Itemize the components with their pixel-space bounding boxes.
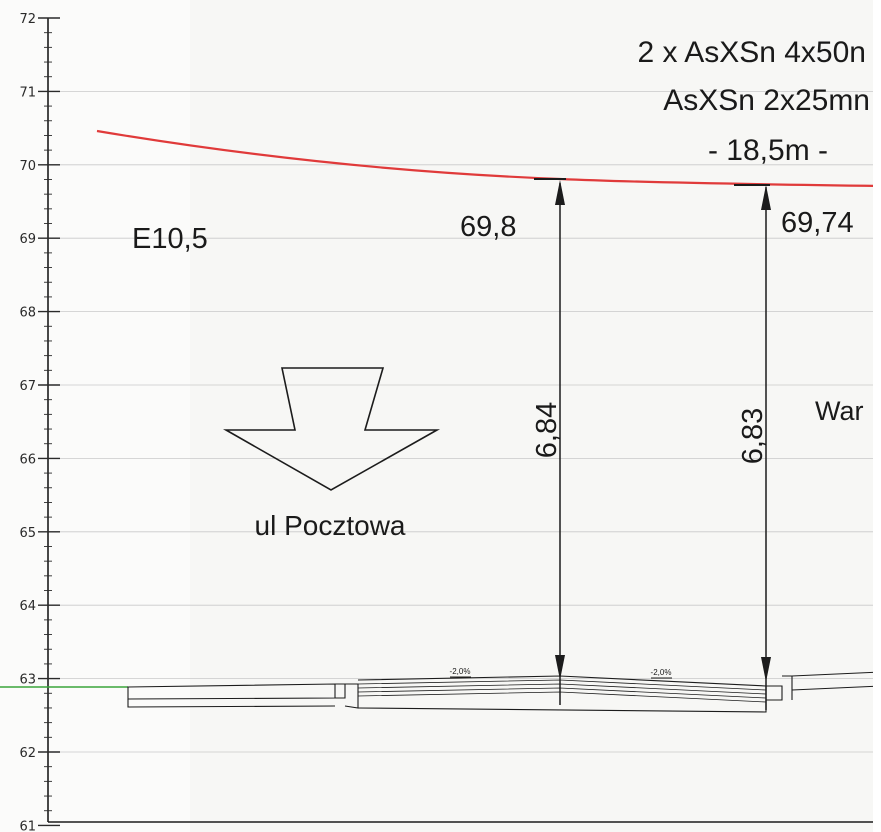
elevation-right-label: 69,74 bbox=[781, 207, 854, 239]
arrow-down-icon bbox=[555, 655, 565, 680]
clearance-right-label: 6,83 bbox=[737, 408, 769, 464]
road-surface bbox=[357, 675, 767, 687]
y-axis-ticks: 72 71 70 69 68 67 66 65 64 63 62 61 bbox=[19, 12, 60, 832]
y-tick-label: 64 bbox=[19, 599, 36, 614]
right-shoulder-top bbox=[791, 671, 881, 677]
y-tick-label: 70 bbox=[19, 159, 36, 174]
y-tick-label: 68 bbox=[19, 306, 36, 321]
street-label: ul Pocztowa bbox=[255, 510, 406, 541]
arrow-up-icon bbox=[761, 185, 771, 210]
road-layer-3 bbox=[357, 687, 767, 699]
pole-label: E10,5 bbox=[132, 223, 208, 255]
slope-right-label: -2,0% bbox=[651, 668, 672, 677]
clearance-dimension-left bbox=[555, 180, 565, 705]
y-tick-label: 71 bbox=[19, 85, 36, 100]
elevation-left-label: 69,8 bbox=[460, 211, 516, 243]
right-shoulder-bottom bbox=[791, 685, 881, 691]
cable-spec-line-2: AsXSn 2x25mn bbox=[663, 84, 870, 117]
right-curb bbox=[766, 685, 783, 701]
y-tick-label: 62 bbox=[19, 746, 36, 761]
road-layer-2 bbox=[357, 683, 767, 695]
page-edge bbox=[873, 0, 881, 832]
road-base bbox=[357, 686, 767, 713]
slope-left-label: -2,0% bbox=[450, 667, 471, 676]
cable-spec-line-1: 2 x AsXSn 4x50n bbox=[638, 36, 867, 69]
y-tick-label: 61 bbox=[19, 819, 36, 832]
y-tick-label: 63 bbox=[19, 673, 36, 688]
clearance-left-label: 6,84 bbox=[531, 402, 563, 458]
span-length-label: - 18,5m - bbox=[708, 134, 828, 167]
grid-lines bbox=[48, 91, 881, 753]
road-cross-section bbox=[0, 671, 881, 713]
y-tick-label: 69 bbox=[19, 232, 36, 247]
road-layer-4 bbox=[357, 691, 767, 703]
arrow-down-icon bbox=[761, 657, 771, 682]
clearance-dimension-right bbox=[761, 185, 771, 710]
left-curb bbox=[335, 683, 346, 699]
direction-arrow-icon bbox=[222, 367, 441, 491]
y-tick-label: 67 bbox=[19, 379, 36, 394]
y-tick-label: 72 bbox=[19, 12, 36, 27]
road-layer-1 bbox=[357, 679, 767, 691]
left-shoulder-base bbox=[127, 699, 336, 708]
arrow-up-icon bbox=[555, 180, 565, 205]
red-side-label: War bbox=[815, 396, 864, 426]
y-tick-label: 66 bbox=[19, 452, 36, 467]
y-tick-label: 65 bbox=[19, 526, 36, 541]
